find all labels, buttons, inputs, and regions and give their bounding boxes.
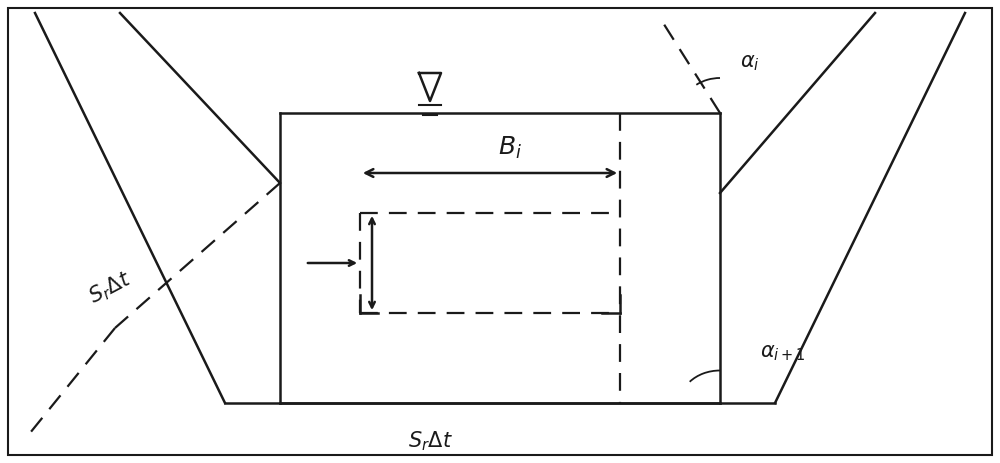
Text: $B_i$: $B_i$ xyxy=(498,135,522,161)
Text: $\alpha_i$: $\alpha_i$ xyxy=(740,53,760,73)
Text: $\alpha_{i+1}$: $\alpha_{i+1}$ xyxy=(760,343,806,363)
Text: $S_r\Delta t$: $S_r\Delta t$ xyxy=(408,429,452,453)
Text: $S_r\Delta t$: $S_r\Delta t$ xyxy=(85,267,135,309)
